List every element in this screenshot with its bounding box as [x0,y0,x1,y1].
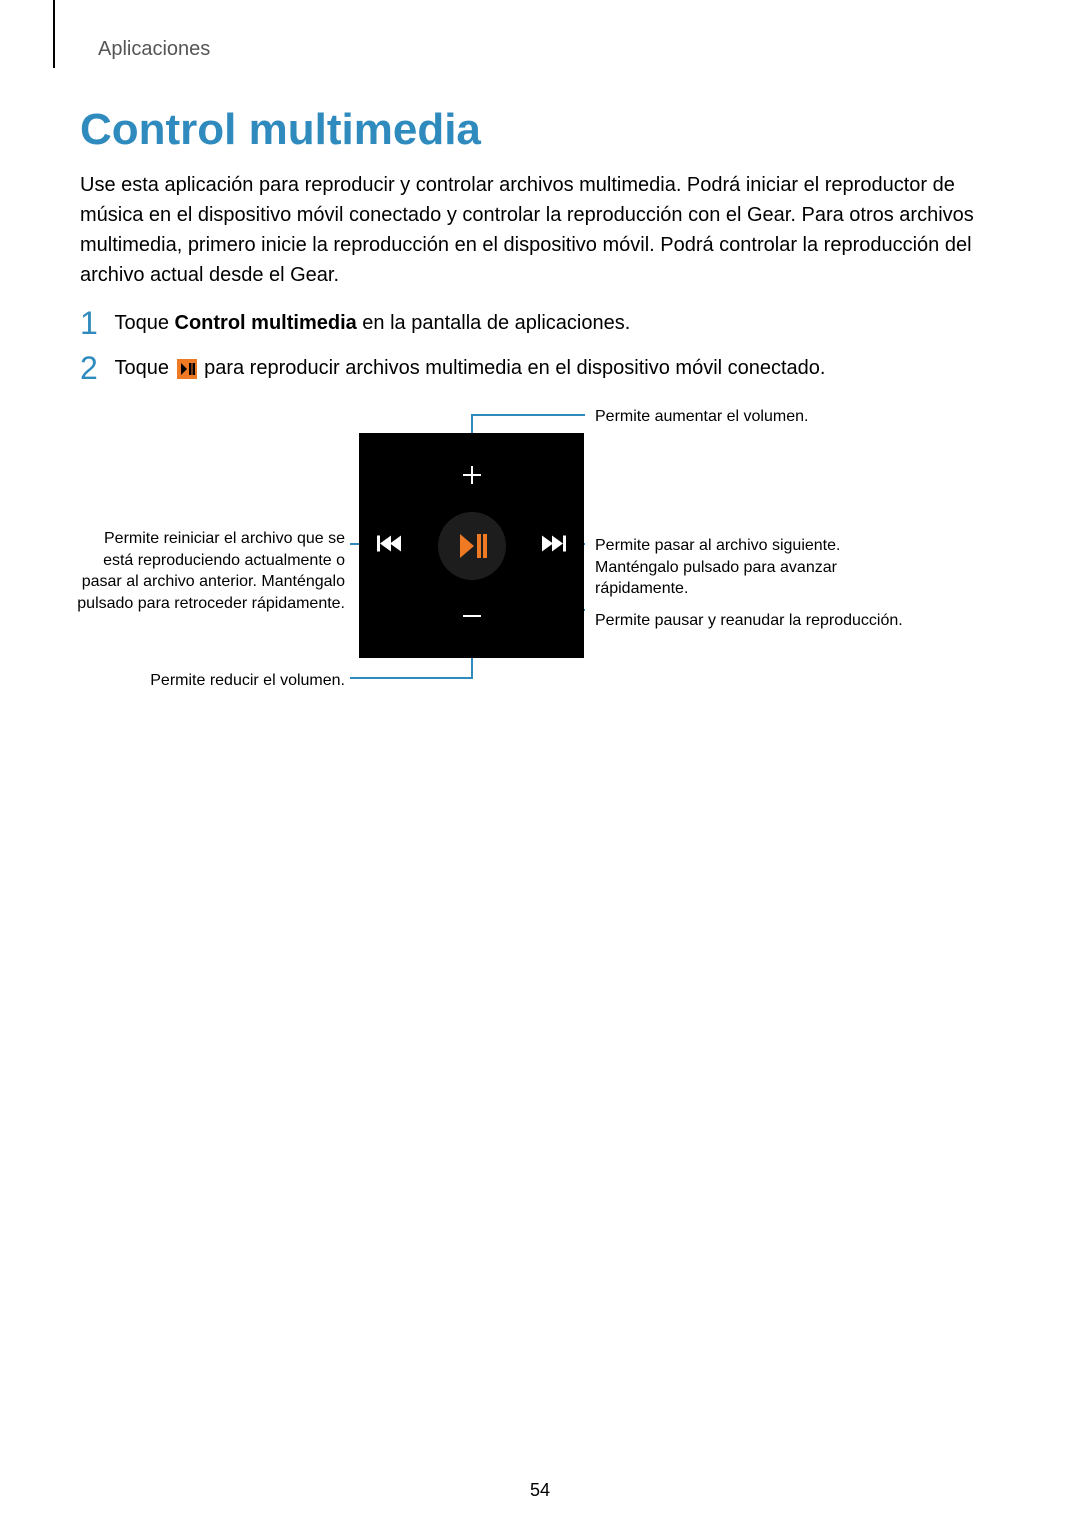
callout-volume-up: Permite aumentar el volumen. [595,406,905,428]
device-screen [359,433,584,658]
page-title: Control multimedia [80,105,481,155]
step-number-1: 1 [80,305,110,342]
volume-down-icon [461,602,483,634]
callout-pause: Permite pausar y reanudar la reproducció… [595,610,905,632]
play-pause-inline-icon [177,359,197,379]
intro-paragraph: Use esta aplicación para reproducir y co… [80,170,980,290]
media-controller-diagram: Permite aumentar el volumen. Permite pas… [80,400,1000,720]
step-1-post: en la pantalla de aplicaciones. [357,312,631,334]
step-2-pre: Toque [114,357,174,379]
callout-prev: Permite reiniciar el archivo que se está… [70,528,345,614]
page-number: 54 [530,1480,550,1501]
callout-volume-down: Permite reducir el volumen. [70,670,345,692]
step-2-post: para reproducir archivos multimedia en e… [204,357,825,379]
previous-track-icon [377,533,403,558]
page-border [53,0,55,68]
callout-next: Permite pasar al archivo siguiente. Mant… [595,535,915,600]
next-track-icon [540,533,566,558]
step-text-2: Toque para reproducir archivos multimedi… [114,357,825,379]
play-pause-button [438,512,506,580]
step-text-1: Toque Control multimedia en la pantalla … [114,312,630,334]
step-2: 2 Toque para reproducir archivos multime… [80,350,980,387]
volume-up-icon [461,461,483,493]
step-1: 1 Toque Control multimedia en la pantall… [80,305,980,342]
step-1-pre: Toque [114,312,174,334]
step-number-2: 2 [80,350,110,387]
step-1-bold: Control multimedia [175,312,357,334]
breadcrumb: Aplicaciones [98,38,210,61]
